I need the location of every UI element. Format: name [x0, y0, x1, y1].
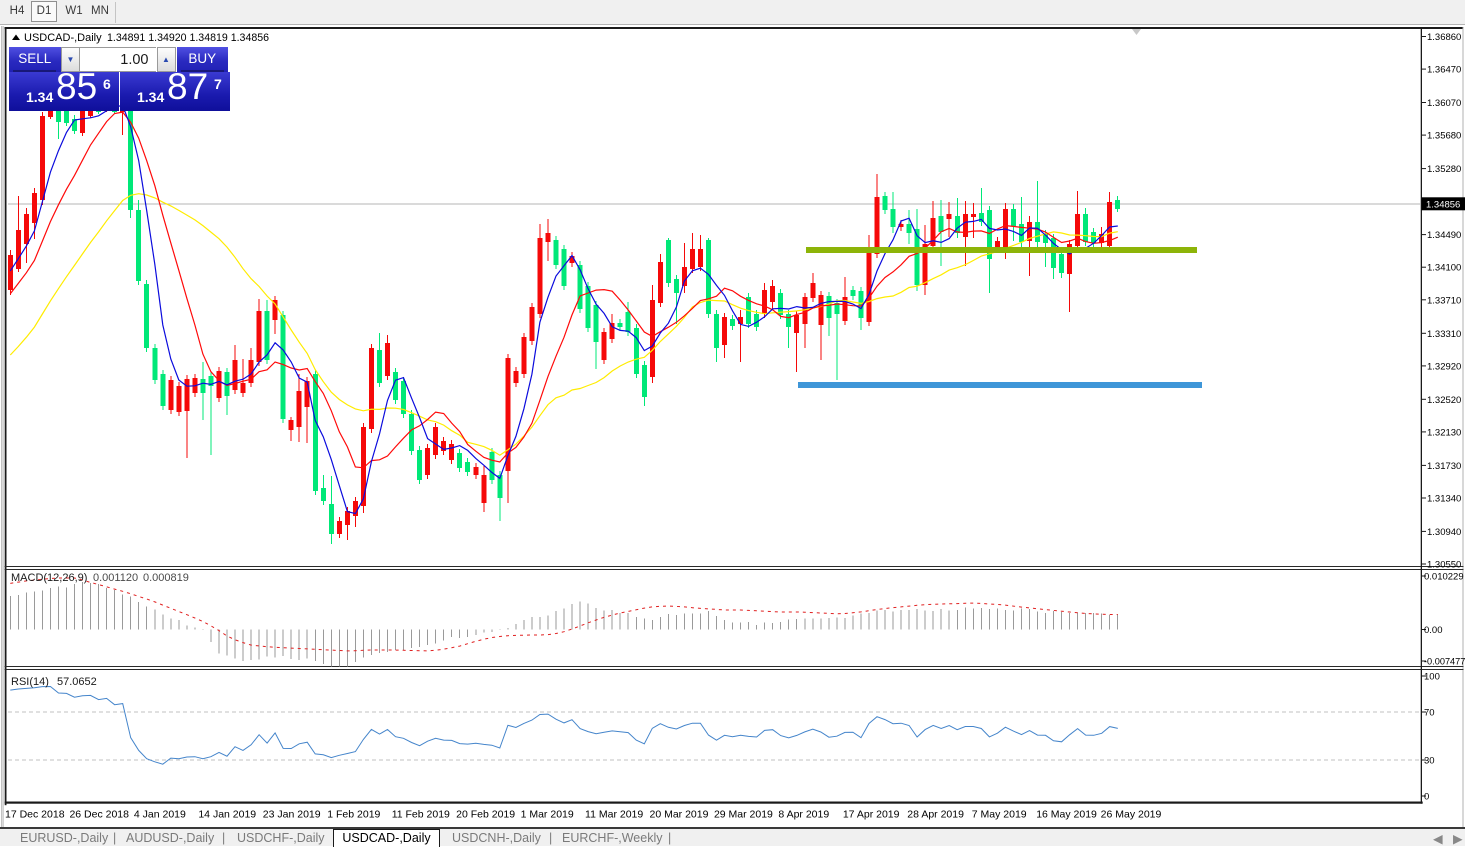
svg-text:1.33710: 1.33710: [1427, 295, 1461, 306]
svg-text:0.001120: 0.001120: [93, 572, 138, 584]
svg-text:20 Mar 2019: 20 Mar 2019: [650, 809, 709, 821]
svg-text:1.30940: 1.30940: [1427, 527, 1461, 538]
svg-text:100: 100: [1424, 672, 1440, 683]
svg-text:30: 30: [1424, 756, 1435, 767]
svg-text:57.0652: 57.0652: [57, 676, 97, 688]
svg-text:1.33310: 1.33310: [1427, 329, 1461, 340]
svg-text:28 Apr 2019: 28 Apr 2019: [907, 809, 964, 821]
svg-text:MACD(12,26,9): MACD(12,26,9): [11, 572, 87, 584]
svg-text:1.31730: 1.31730: [1427, 461, 1461, 472]
svg-text:1.36470: 1.36470: [1427, 65, 1461, 76]
svg-text:11 Mar 2019: 11 Mar 2019: [585, 809, 643, 821]
svg-text:4 Jan 2019: 4 Jan 2019: [134, 809, 186, 821]
svg-text:1 Feb 2019: 1 Feb 2019: [327, 809, 380, 821]
svg-text:7 May 2019: 7 May 2019: [972, 809, 1027, 821]
svg-text:1.36070: 1.36070: [1427, 98, 1461, 109]
svg-text:1.34856: 1.34856: [1426, 199, 1460, 210]
svg-text:26 May 2019: 26 May 2019: [1101, 809, 1162, 821]
svg-text:23 Jan 2019: 23 Jan 2019: [263, 809, 321, 821]
svg-text:1.34490: 1.34490: [1427, 230, 1461, 241]
svg-text:0.010229: 0.010229: [1424, 572, 1464, 583]
svg-text:16 May 2019: 16 May 2019: [1036, 809, 1097, 821]
svg-text:1.35280: 1.35280: [1427, 164, 1461, 175]
svg-text:1.36860: 1.36860: [1427, 32, 1461, 43]
svg-text:8 Apr 2019: 8 Apr 2019: [778, 809, 829, 821]
svg-text:1.32520: 1.32520: [1427, 395, 1461, 406]
svg-text:USDCAD-,Daily: USDCAD-,Daily: [24, 32, 102, 44]
svg-text:1.34100: 1.34100: [1427, 263, 1461, 274]
svg-text:29 Mar 2019: 29 Mar 2019: [714, 809, 773, 821]
svg-text:17 Dec 2018: 17 Dec 2018: [5, 809, 65, 821]
svg-text:1 Mar 2019: 1 Mar 2019: [521, 809, 574, 821]
svg-text:RSI(14): RSI(14): [11, 676, 49, 688]
svg-text:0.00: 0.00: [1424, 625, 1443, 636]
svg-text:-0.007477: -0.007477: [1424, 657, 1465, 667]
svg-text:14 Jan 2019: 14 Jan 2019: [198, 809, 256, 821]
svg-text:1.32130: 1.32130: [1427, 427, 1461, 438]
svg-text:1.31340: 1.31340: [1427, 493, 1461, 504]
svg-text:11 Feb 2019: 11 Feb 2019: [392, 809, 450, 821]
svg-text:1.32920: 1.32920: [1427, 361, 1461, 372]
svg-text:26 Dec 2018: 26 Dec 2018: [69, 809, 129, 821]
svg-text:70: 70: [1424, 708, 1435, 719]
svg-text:20 Feb 2019: 20 Feb 2019: [456, 809, 515, 821]
svg-text:1.35680: 1.35680: [1427, 131, 1461, 142]
svg-text:0.000819: 0.000819: [143, 572, 189, 584]
svg-text:17 Apr 2019: 17 Apr 2019: [843, 809, 900, 821]
svg-text:1.34891 1.34920 1.34819 1.3485: 1.34891 1.34920 1.34819 1.34856: [107, 32, 269, 44]
svg-text:1.30550: 1.30550: [1427, 560, 1461, 571]
svg-text:0: 0: [1424, 792, 1429, 803]
